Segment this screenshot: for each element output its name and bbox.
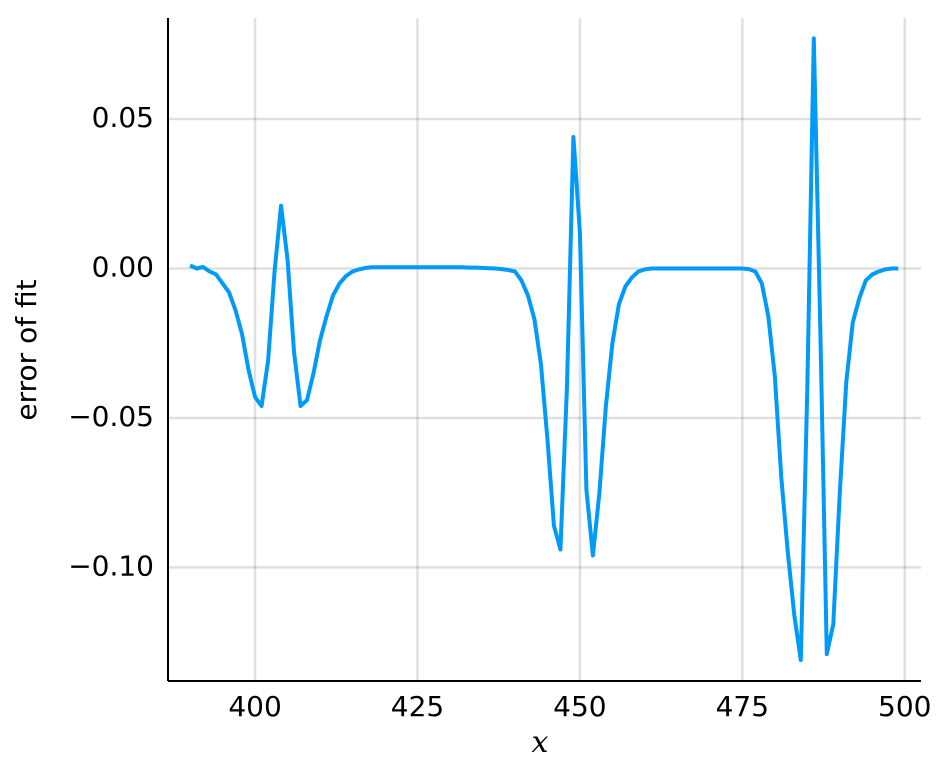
y-tick-label: −0.05 — [68, 400, 154, 433]
x-tick-label: 450 — [553, 690, 606, 723]
y-tick-label: −0.10 — [68, 549, 154, 582]
x-tick-label: 400 — [228, 690, 281, 723]
y-tick-label: 0.00 — [92, 250, 154, 283]
x-tick-label: 500 — [878, 690, 931, 723]
y-tick-label: 0.05 — [92, 101, 154, 134]
x-axis-label: x — [532, 725, 549, 760]
data-line — [189, 36, 899, 663]
x-tick-label: 475 — [716, 690, 769, 723]
y-axis-label: error of fit — [10, 279, 43, 420]
x-tick-label: 425 — [391, 690, 444, 723]
